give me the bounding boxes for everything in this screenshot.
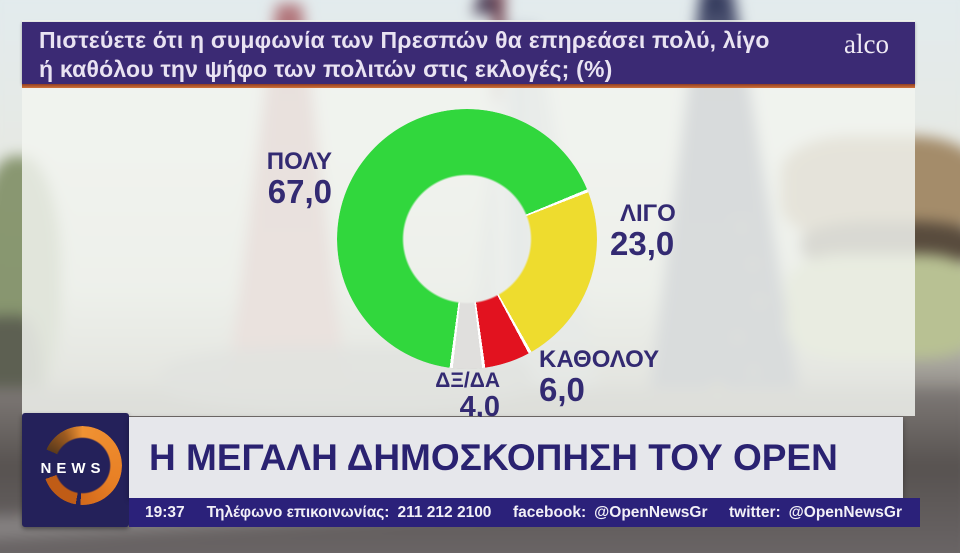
info-ticker: 19:37 Τηλέφωνο επικοινωνίας: 211 212 210… <box>129 498 920 527</box>
segment-value: 23,0 <box>610 224 675 262</box>
segment-name: ΠΟΛΥ <box>266 148 332 175</box>
segment-name: ΚΑΘΟΛΟΥ <box>539 346 660 373</box>
clock: 19:37 <box>145 503 185 521</box>
show-title: Η ΜΕΓΑΛΗ ΔΗΜΟΣΚΟΠΗΣΗ ΤΟΥ OPEN <box>149 437 838 478</box>
flag-tip <box>698 0 732 14</box>
alco-logo: alco <box>844 29 889 59</box>
phone-number: 211 212 2100 <box>397 503 492 521</box>
segment-name: ΛΙΓΟ <box>620 200 676 227</box>
question-banner: Πιστεύετε ότι η συμφωνία των Πρεσπών θα … <box>22 22 915 84</box>
question-text: Πιστεύετε ότι η συμφωνία των Πρεσπών θα … <box>22 22 915 84</box>
facebook-info: facebook: @OpenNewsGr <box>513 504 708 522</box>
open-news-logo: NEWS <box>22 413 129 527</box>
facebook-handle: @OpenNewsGr <box>594 503 708 521</box>
facebook-label: facebook: <box>512 503 587 521</box>
question-line-1: Πιστεύετε ότι η συμφωνία των Πρεσπών θα … <box>39 27 770 53</box>
news-logo-text: NEWS <box>40 460 106 477</box>
twitter-info: twitter: @OpenNewsGr <box>729 504 902 522</box>
show-title-banner: Η ΜΕΓΑΛΗ ΔΗΜΟΣΚΟΠΗΣΗ ΤΟΥ OPEN <box>129 417 903 498</box>
twitter-handle: @OpenNewsGr <box>788 503 902 521</box>
segment-label-katholou: ΚΑΘΟΛΟΥ 6,0 <box>539 346 660 408</box>
segment-name: ΔΞ/ΔΑ <box>435 369 500 392</box>
question-line-2: ή καθόλου την ψήφο των πολιτών στις εκλο… <box>39 56 613 82</box>
segment-value: 4,0 <box>459 390 500 423</box>
phone-info: Τηλέφωνο επικοινωνίας: 211 212 2100 <box>207 504 492 522</box>
phone-label: Τηλέφωνο επικοινωνίας: <box>206 503 390 521</box>
poll-donut-chart <box>337 109 597 369</box>
open-ring-icon <box>43 426 122 505</box>
twitter-label: twitter: <box>729 503 781 521</box>
segment-value: 67,0 <box>267 172 332 210</box>
banner-underline <box>22 84 915 88</box>
segment-value: 6,0 <box>539 370 585 408</box>
segment-label-dxda: ΔΞ/ΔΑ 4,0 <box>400 370 500 422</box>
segment-label-poly: ΠΟΛΥ 67,0 <box>180 148 332 210</box>
segment-label-ligo: ΛΙΓΟ 23,0 <box>610 200 676 262</box>
flag-tip <box>472 0 498 14</box>
